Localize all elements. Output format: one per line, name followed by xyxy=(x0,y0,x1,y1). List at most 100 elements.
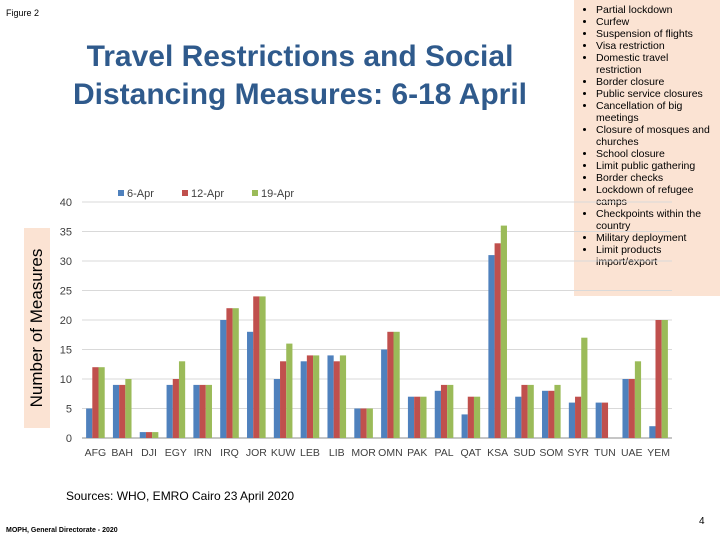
bar xyxy=(327,355,334,438)
bar xyxy=(98,367,105,438)
y-tick-label: 15 xyxy=(60,345,72,357)
footer-text: MOPH, General Directorate - 2020 xyxy=(6,527,118,534)
x-tick-label: BAH xyxy=(111,447,133,459)
bar xyxy=(387,331,394,438)
bar xyxy=(119,384,126,438)
bar xyxy=(393,331,400,438)
measure-item: Closure of mosques and churches xyxy=(596,124,714,148)
measure-item: Checkpoints within the country xyxy=(596,208,714,232)
bar xyxy=(92,367,99,438)
bar xyxy=(86,408,93,438)
bar xyxy=(152,432,159,438)
x-tick-label: EGY xyxy=(165,447,187,459)
bar xyxy=(595,402,602,438)
y-tick-label: 40 xyxy=(60,197,72,209)
bar xyxy=(125,379,132,438)
y-tick-label: 25 xyxy=(60,286,72,298)
bar xyxy=(247,331,254,438)
measure-item: School closure xyxy=(596,148,714,160)
bar xyxy=(488,255,495,438)
y-tick-label: 0 xyxy=(66,433,72,445)
x-tick-label: QAT xyxy=(460,447,481,459)
x-tick-label: UAE xyxy=(621,447,643,459)
x-tick-label: YEM xyxy=(647,447,670,459)
measure-item: Visa restriction xyxy=(596,40,714,52)
legend-swatch xyxy=(252,190,258,196)
bar xyxy=(366,408,373,438)
bar xyxy=(139,432,146,438)
bar xyxy=(112,384,120,438)
measure-item: Limit products import/export xyxy=(596,244,714,268)
legend-label: 6-Apr xyxy=(127,188,154,200)
bar xyxy=(145,432,153,438)
bar xyxy=(286,343,293,438)
x-tick-label: PAK xyxy=(407,447,427,459)
bar xyxy=(259,296,266,438)
bar xyxy=(178,361,186,438)
legend-label: 12-Apr xyxy=(191,188,224,200)
bar xyxy=(420,396,427,438)
slide-title: Travel Restrictions and Social Distancin… xyxy=(30,38,570,114)
title-line-1: Travel Restrictions and Social xyxy=(86,40,514,73)
bar xyxy=(232,308,239,438)
sources-note: Sources: WHO, EMRO Cairo 23 April 2020 xyxy=(66,489,295,503)
measure-item: Border closure xyxy=(596,76,714,88)
bar xyxy=(166,384,173,438)
measure-item: Suspension of flights xyxy=(596,28,714,40)
figure-label: Figure 2 xyxy=(6,8,40,18)
bar xyxy=(280,361,287,438)
bar xyxy=(634,361,642,438)
bar xyxy=(548,390,555,438)
x-tick-label: DJI xyxy=(141,447,157,459)
x-tick-label: IRQ xyxy=(220,447,239,459)
bar xyxy=(601,402,609,438)
measure-item: Limit public gathering xyxy=(596,160,714,172)
x-tick-label: KUW xyxy=(271,447,296,459)
bar xyxy=(253,296,260,438)
x-tick-label: TUN xyxy=(594,447,616,459)
bar xyxy=(649,426,656,438)
bar xyxy=(381,349,388,438)
bar xyxy=(407,396,415,438)
x-tick-label: SOM xyxy=(539,447,563,459)
bar xyxy=(622,379,629,438)
bar xyxy=(300,361,307,438)
legend-label: 19-Apr xyxy=(261,188,294,200)
x-tick-label: PAL xyxy=(435,447,454,459)
measure-item: Curfew xyxy=(596,16,714,28)
bar xyxy=(515,396,522,438)
bar xyxy=(440,384,448,438)
measure-item: Military deployment xyxy=(596,232,714,244)
bar xyxy=(494,243,501,438)
x-tick-label: SUD xyxy=(513,447,536,459)
bar xyxy=(434,390,441,438)
bar xyxy=(354,408,361,438)
bar xyxy=(339,355,347,438)
bar xyxy=(273,379,281,438)
measures-list-box: Partial lockdownCurfewSuspension of flig… xyxy=(574,0,720,296)
bar xyxy=(172,379,179,438)
bar xyxy=(461,414,468,438)
x-tick-label: SYR xyxy=(567,447,589,459)
bar xyxy=(628,379,635,438)
bar xyxy=(467,396,474,438)
x-tick-label: LIB xyxy=(329,447,345,459)
measure-item: Partial lockdown xyxy=(596,4,714,16)
y-tick-label: 10 xyxy=(60,374,72,386)
x-tick-label: IRN xyxy=(194,447,212,459)
page-number: 4 xyxy=(699,516,705,527)
y-tick-label: 30 xyxy=(60,256,72,268)
bar xyxy=(360,408,367,438)
y-tick-label: 20 xyxy=(60,315,72,327)
bar xyxy=(568,402,576,438)
bar xyxy=(473,396,481,438)
x-tick-label: JOR xyxy=(246,447,267,459)
y-axis-label-background xyxy=(24,228,50,428)
bar xyxy=(655,320,662,438)
measure-item: Domestic travel restriction xyxy=(596,52,714,76)
y-tick-label: 35 xyxy=(60,227,72,239)
x-tick-label: KSA xyxy=(487,447,508,459)
bar xyxy=(220,320,227,438)
bar xyxy=(333,361,340,438)
